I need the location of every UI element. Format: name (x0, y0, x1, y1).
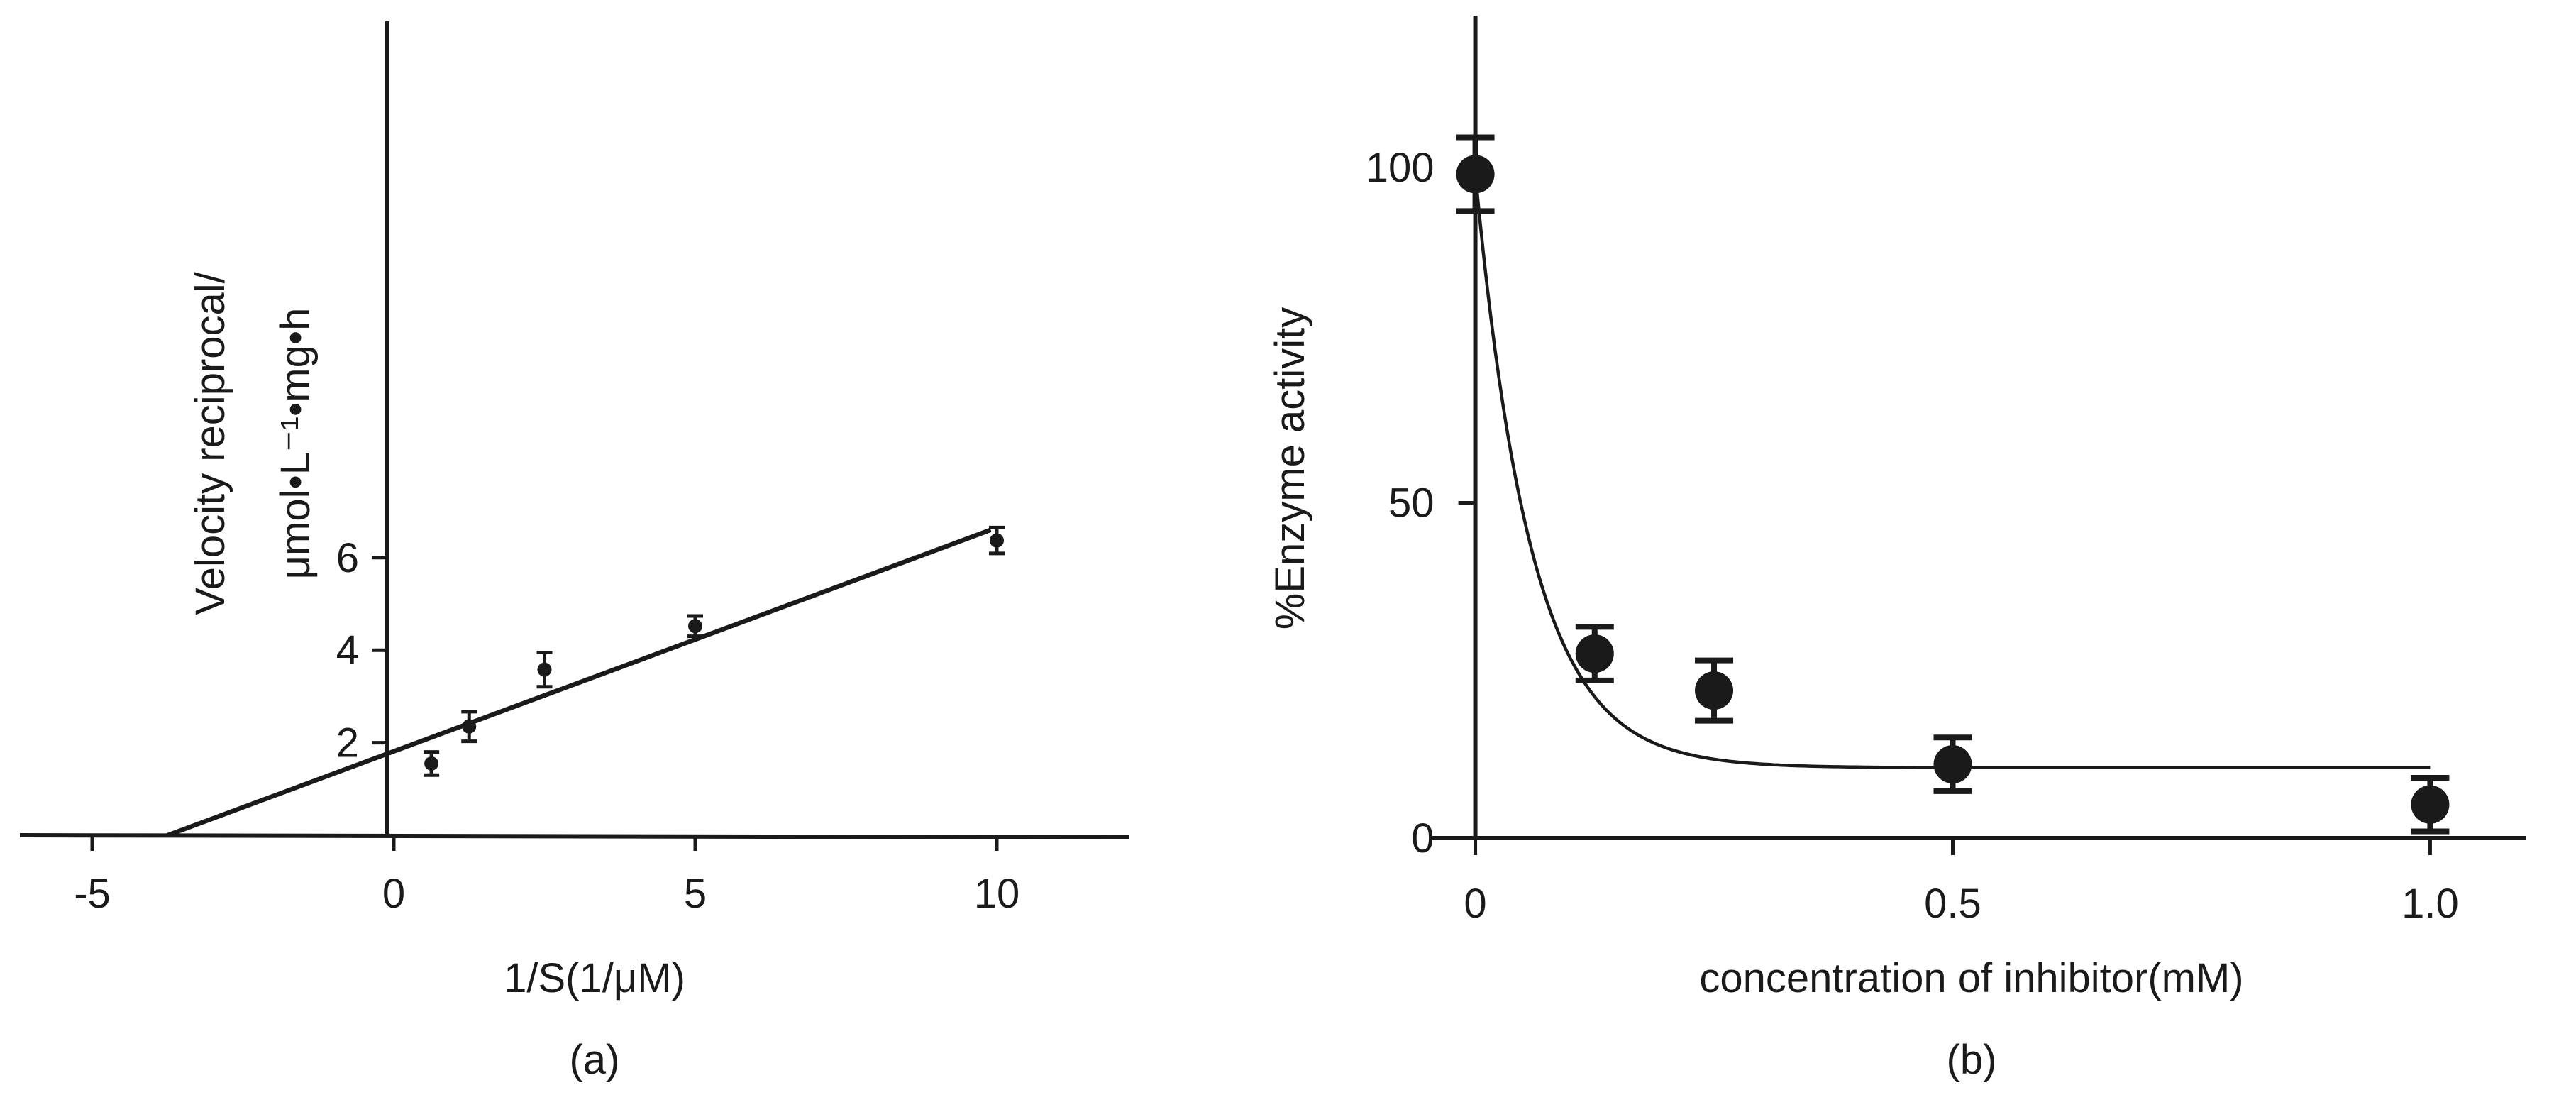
panel-b-data-points (1456, 134, 2450, 835)
panel-b-x-axis-label: concentration of inhibitor(mM) (1699, 955, 2243, 1001)
panel-a-chart: -5 0 5 10 2 4 6 Velocity reciprocal/ μmol•L⁻¹… (19, 21, 1130, 1083)
panel-b-data-point (1695, 671, 1734, 710)
panel-b-x-tick-label: 1.0 (2401, 881, 2459, 927)
panel-a-y-tick-label: 2 (336, 720, 359, 766)
panel-a-data-point (462, 719, 477, 734)
panel-b-data-point (2411, 785, 2450, 824)
panel-b-y-tick-label: 50 (1388, 480, 1435, 527)
panel-b-x-tick-label: 0.5 (1924, 881, 1981, 927)
panel-a-y-ticks: 2 4 6 (336, 535, 387, 766)
panel-b-label: (b) (1947, 1037, 1997, 1083)
panel-a-x-tick-label: 10 (974, 871, 1020, 917)
panel-b-chart: 0 0.5 1.0 0 50 100 %Enzyme activity concentr… (1267, 16, 2526, 1083)
panel-a-x-tick-label: -5 (74, 871, 111, 917)
panel-b-y-tick-label: 100 (1366, 145, 1435, 191)
panel-a-x-tick-label: 0 (382, 871, 405, 917)
panel-a-regression-line (167, 527, 992, 838)
panel-b-data-point (1456, 155, 1495, 194)
panel-a-data-point (688, 619, 702, 634)
panel-a-data-points (424, 525, 1005, 777)
panel-a-y-tick-label: 4 (336, 627, 359, 673)
panel-a-y-tick-label: 6 (336, 535, 359, 581)
panel-a-x-tick-label: 5 (684, 871, 707, 917)
panel-b-x-tick-label: 0 (1464, 881, 1486, 927)
panel-b-fit-curve (1474, 174, 2431, 770)
panel-a-label: (a) (570, 1037, 620, 1083)
panel-a-y-axis-label-line-1: Velocity reciprocal/ (187, 271, 233, 615)
panel-a-x-ticks: -5 0 5 10 (74, 835, 1019, 917)
panel-a-data-point (424, 756, 439, 771)
panel-b-data-point (1933, 745, 1972, 784)
panel-b-y-tick-label: 0 (1411, 815, 1434, 861)
panel-a-y-axis-label-line-2: μmol•L⁻¹•mg•h (272, 308, 319, 580)
panel-a-data-point (537, 662, 552, 677)
panel-a-data-point (990, 533, 1004, 548)
panel-b-y-ticks: 0 50 100 (1366, 145, 1476, 861)
panel-b-x-ticks: 0 0.5 1.0 (1464, 838, 2459, 927)
panel-a-x-axis (19, 833, 1130, 839)
panel-b-y-axis-label: %Enzyme activity (1267, 307, 1313, 629)
panel-a-x-axis-label: 1/S(1/μM) (504, 955, 685, 1001)
panel-b-data-point (1575, 634, 1614, 673)
